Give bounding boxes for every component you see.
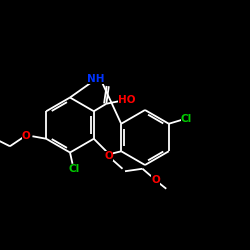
Text: Cl: Cl xyxy=(68,164,80,174)
Text: O: O xyxy=(22,131,30,141)
Text: O: O xyxy=(104,151,113,161)
Text: NH: NH xyxy=(88,74,105,84)
Text: HO: HO xyxy=(118,95,135,105)
Text: Cl: Cl xyxy=(181,114,192,124)
Text: O: O xyxy=(151,175,160,185)
